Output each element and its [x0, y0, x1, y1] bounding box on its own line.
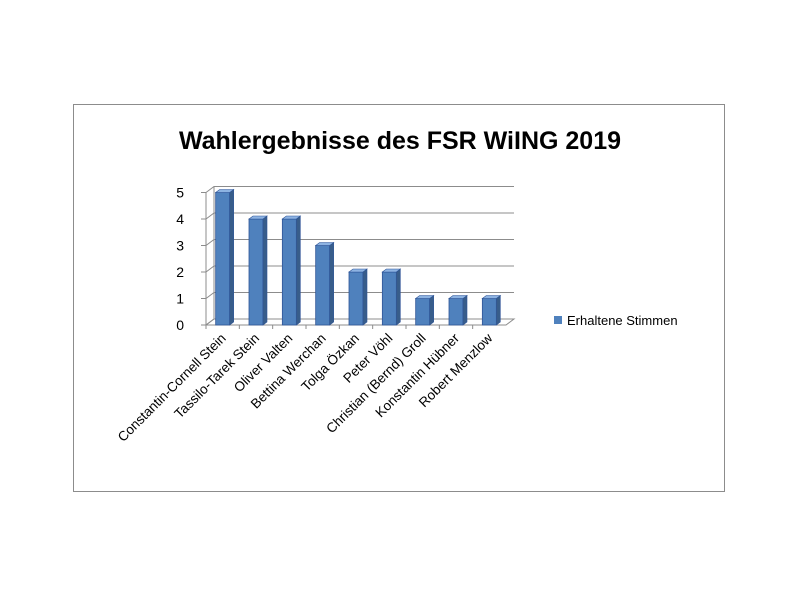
bar-side — [363, 269, 367, 325]
y-tick-label: 0 — [176, 317, 184, 333]
bar-side — [330, 243, 334, 326]
bar — [416, 296, 434, 326]
bar-front — [316, 246, 330, 326]
chart-frame: Wahlergebnisse des FSR WiING 2019 0 1 2 3 4 5… — [73, 104, 725, 492]
bar-front — [216, 193, 230, 326]
bar-front — [249, 219, 263, 325]
bar-front — [449, 299, 463, 326]
bar-side — [396, 269, 400, 325]
bar-front — [349, 272, 363, 325]
bar-side — [430, 296, 434, 326]
bar — [249, 216, 267, 325]
y-tick-label: 3 — [176, 238, 184, 254]
y-tick-label: 5 — [176, 185, 184, 201]
legend: Erhaltene Stimmen — [554, 313, 678, 328]
legend-label: Erhaltene Stimmen — [567, 313, 678, 328]
gridline — [206, 187, 514, 193]
bar-front — [382, 272, 396, 325]
y-tick-label: 4 — [176, 211, 184, 227]
bar — [482, 296, 500, 326]
bar-front — [416, 299, 430, 326]
bar-front — [482, 299, 496, 326]
y-tick-label: 2 — [176, 264, 184, 280]
bar-side — [230, 190, 234, 326]
legend-swatch — [554, 316, 562, 324]
bar — [216, 190, 234, 326]
bar-side — [296, 216, 300, 325]
bar — [316, 243, 334, 326]
chart-svg: Wahlergebnisse des FSR WiING 2019 0 1 2 3 4 5… — [74, 105, 726, 493]
bar-side — [496, 296, 500, 326]
bar — [449, 296, 467, 326]
bar — [282, 216, 300, 325]
bar — [382, 269, 400, 325]
bar — [349, 269, 367, 325]
bar-side — [463, 296, 467, 326]
y-tick-label: 1 — [176, 291, 184, 307]
bar-front — [282, 219, 296, 325]
chart-title: Wahlergebnisse des FSR WiING 2019 — [179, 127, 621, 155]
bar-side — [263, 216, 267, 325]
